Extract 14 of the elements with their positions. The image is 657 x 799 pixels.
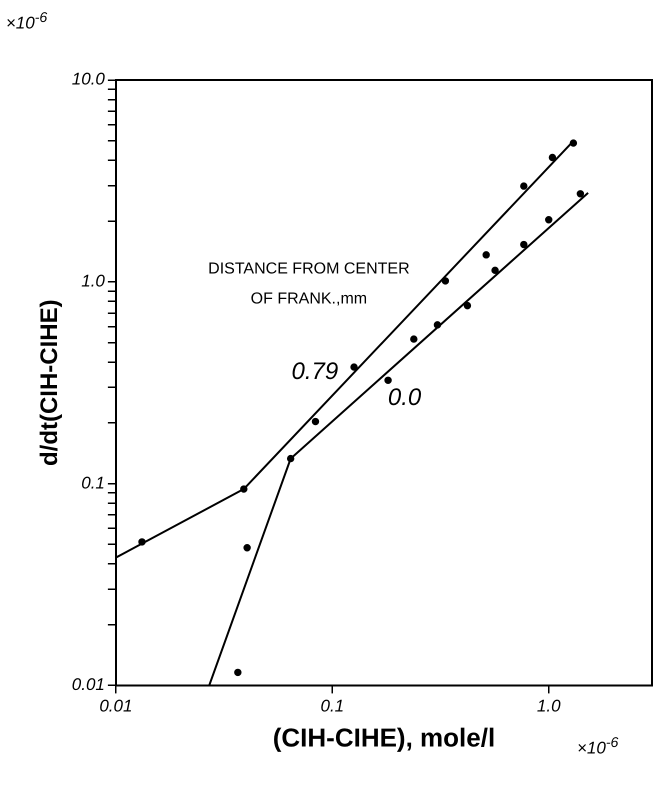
x-tick-label: 0.1 xyxy=(320,696,344,716)
text: ×10$^{-6}$ xyxy=(6,10,48,34)
y-tick-label: 1.0 xyxy=(81,272,106,291)
legend-title: DISTANCE FROM CENTER OF FRANK.,mm xyxy=(208,260,410,308)
y-tick-label: 0.1 xyxy=(81,473,105,492)
x-tick-label: 1.0 xyxy=(536,696,562,716)
x-tick-label: 0.01 xyxy=(99,696,132,716)
y-axis-title: d/dt(CIH-CIHE) xyxy=(36,299,64,466)
x-axis-title: (CIH-CIHE), mole/l xyxy=(272,722,496,753)
text: ×10$^{-6}$ xyxy=(577,735,618,760)
y-tick-label: 10.0 xyxy=(72,70,106,89)
series-label: 0.79 xyxy=(292,358,338,386)
series-label: 0.0 xyxy=(388,384,422,411)
y-tick-label: 0.01 xyxy=(72,675,105,694)
